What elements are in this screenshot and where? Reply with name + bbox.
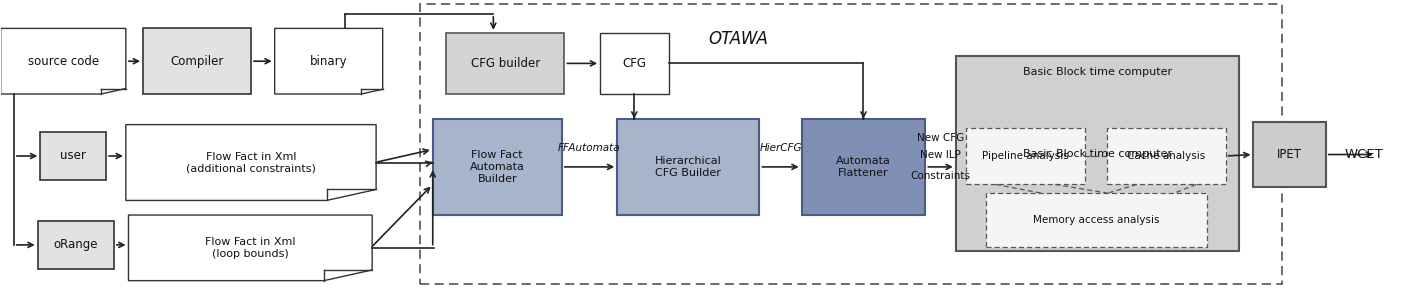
FancyBboxPatch shape: [967, 127, 1085, 184]
FancyBboxPatch shape: [433, 119, 562, 215]
Text: Constraints: Constraints: [910, 171, 971, 181]
Text: New ILP: New ILP: [920, 150, 961, 160]
FancyBboxPatch shape: [1108, 127, 1226, 184]
Text: HierCFG: HierCFG: [759, 143, 802, 153]
FancyBboxPatch shape: [956, 56, 1239, 251]
Text: FFAutomata: FFAutomata: [558, 143, 621, 153]
Text: binary: binary: [310, 55, 347, 68]
Text: CFG: CFG: [622, 57, 646, 70]
Text: Flow Fact in Xml
(loop bounds): Flow Fact in Xml (loop bounds): [205, 237, 296, 259]
Text: IPET: IPET: [1277, 148, 1302, 161]
Text: oRange: oRange: [54, 239, 98, 251]
Text: Flow Fact in Xml
(additional constraints): Flow Fact in Xml (additional constraints…: [187, 152, 316, 173]
Text: source code: source code: [27, 55, 98, 68]
Text: New CFG: New CFG: [917, 133, 964, 143]
FancyBboxPatch shape: [40, 132, 105, 180]
Text: Cache analysis: Cache analysis: [1128, 151, 1206, 161]
FancyBboxPatch shape: [600, 33, 668, 94]
Text: Flow Fact
Automata
Builder: Flow Fact Automata Builder: [470, 150, 524, 183]
Polygon shape: [128, 215, 372, 281]
Text: Basic Block time computer: Basic Block time computer: [1022, 149, 1172, 159]
Polygon shape: [0, 28, 125, 94]
Text: WCET: WCET: [1344, 148, 1383, 161]
Text: Automata
Flattener: Automata Flattener: [836, 156, 891, 178]
Text: Pipeline analysis: Pipeline analysis: [983, 151, 1069, 161]
FancyBboxPatch shape: [802, 119, 926, 215]
FancyBboxPatch shape: [37, 221, 114, 269]
Text: OTAWA: OTAWA: [708, 30, 769, 47]
Text: Basic Block time computer: Basic Block time computer: [1022, 67, 1172, 77]
Text: user: user: [60, 149, 85, 163]
Text: CFG builder: CFG builder: [470, 57, 540, 70]
Polygon shape: [275, 28, 383, 94]
FancyBboxPatch shape: [446, 33, 564, 94]
FancyBboxPatch shape: [985, 193, 1208, 247]
Text: Hierarchical
CFG Builder: Hierarchical CFG Builder: [655, 156, 722, 178]
Polygon shape: [125, 125, 376, 200]
FancyBboxPatch shape: [1253, 122, 1326, 187]
Text: Compiler: Compiler: [171, 55, 224, 68]
FancyBboxPatch shape: [617, 119, 759, 215]
Text: Memory access analysis: Memory access analysis: [1034, 215, 1161, 225]
FancyBboxPatch shape: [142, 28, 251, 94]
